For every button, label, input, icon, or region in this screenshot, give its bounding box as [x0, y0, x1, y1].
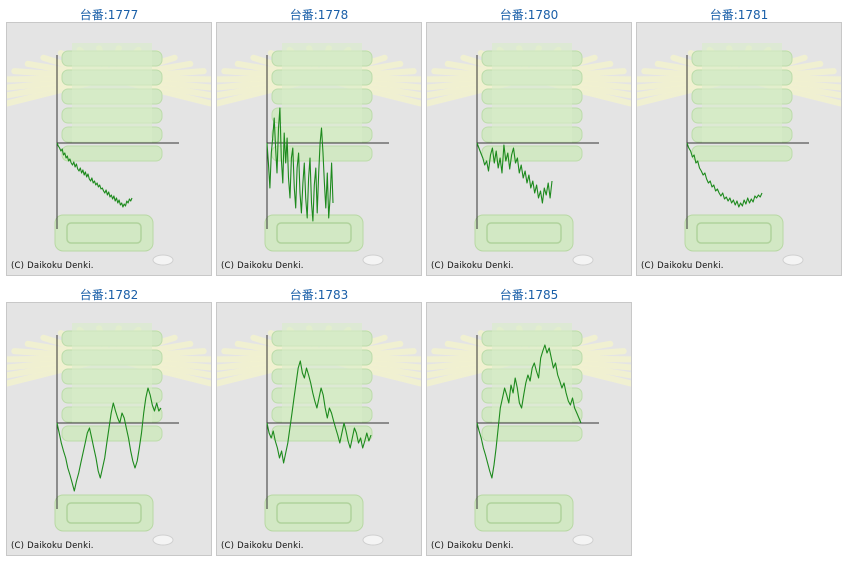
chart-svg: [217, 43, 421, 266]
copyright-text: (C) Daikoku Denki.: [221, 261, 304, 271]
chart-title: 台番:1777: [79, 8, 139, 22]
series-line: [476, 344, 582, 479]
series-line: [56, 142, 133, 208]
chart-cell: 台番:1777 (C) Daikoku Denki.: [6, 4, 212, 282]
chart-svg: [427, 43, 631, 266]
chart-title: 台番:1782: [79, 288, 139, 302]
chart-svg: [7, 43, 211, 266]
background-art: [7, 323, 211, 546]
copyright-text: (C) Daikoku Denki.: [431, 541, 514, 551]
chart-panel: (C) Daikoku Denki.: [426, 302, 632, 556]
chart-svg: [637, 43, 841, 266]
background-art: [217, 43, 421, 266]
chart-cell: 台番:1781 (C) Daikoku Denki.: [636, 4, 842, 282]
series-line: [266, 360, 372, 464]
chart-panel: (C) Daikoku Denki.: [216, 302, 422, 556]
chart-title: 台番:1781: [709, 8, 769, 22]
chart-svg: [7, 323, 211, 546]
copyright-text: (C) Daikoku Denki.: [11, 261, 94, 271]
chart-cell: 台番:1780 (C) Daikoku Denki.: [426, 4, 632, 282]
chart-cell: 台番:1783 (C) Daikoku Denki.: [216, 284, 422, 562]
chart-cell: 台番:1782 (C) Daikoku Denki.: [6, 284, 212, 562]
chart-panel: (C) Daikoku Denki.: [426, 22, 632, 276]
copyright-text: (C) Daikoku Denki.: [221, 541, 304, 551]
background-art: [637, 43, 841, 266]
copyright-text: (C) Daikoku Denki.: [641, 261, 724, 271]
chart-title: 台番:1783: [289, 288, 349, 302]
background-art: [427, 323, 631, 546]
background-art: [217, 323, 421, 546]
background-art: [427, 43, 631, 266]
chart-title: 台番:1785: [499, 288, 559, 302]
chart-panel: (C) Daikoku Denki.: [216, 22, 422, 276]
series-line: [56, 387, 162, 492]
copyright-text: (C) Daikoku Denki.: [431, 261, 514, 271]
chart-cell: 台番:1785 (C) Daikoku Denki.: [426, 284, 632, 562]
chart-title: 台番:1778: [289, 8, 349, 22]
chart-panel: (C) Daikoku Denki.: [6, 302, 212, 556]
chart-svg: [427, 323, 631, 546]
series-line: [266, 107, 334, 222]
series-line: [686, 142, 763, 208]
background-art: [7, 43, 211, 266]
chart-svg: [217, 323, 421, 546]
chart-panel: (C) Daikoku Denki.: [6, 22, 212, 276]
chart-panel: (C) Daikoku Denki.: [636, 22, 842, 276]
chart-title: 台番:1780: [499, 8, 559, 22]
copyright-text: (C) Daikoku Denki.: [11, 541, 94, 551]
chart-cell: 台番:1778 (C) Daikoku Denki.: [216, 4, 422, 282]
series-line: [476, 142, 553, 204]
